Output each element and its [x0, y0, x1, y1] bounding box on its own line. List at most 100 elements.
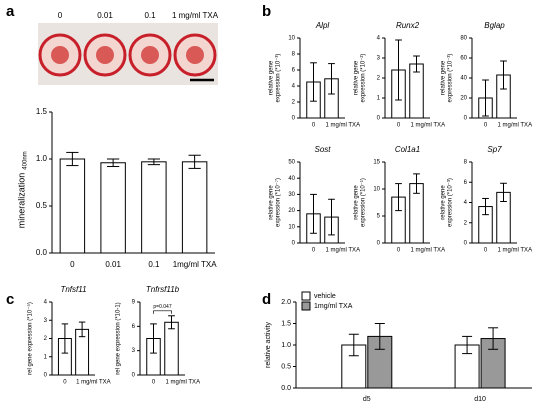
- chart-title: Runx2: [396, 21, 420, 30]
- x-tick-label: 0: [152, 380, 156, 386]
- legend-swatch: [301, 291, 311, 301]
- panel-label: b: [262, 3, 271, 20]
- x-tick-label: 0: [484, 123, 488, 129]
- y-tick-label: 0: [377, 241, 381, 247]
- y-tick-label: 2: [292, 100, 296, 106]
- y-tick-label: 0.0: [281, 385, 291, 392]
- x-tick-label: 1 mg/ml TXA: [326, 248, 361, 254]
- y-tick-label: 0.0: [36, 248, 48, 257]
- y-tick-label: 40: [288, 176, 295, 182]
- y-tick-label: 2: [377, 76, 381, 82]
- y-axis-label: expression (*10⁻¹): [361, 178, 367, 227]
- x-tick-label: 0: [312, 123, 316, 129]
- image-label: 1 mg/ml TXA: [172, 11, 219, 20]
- y-tick-label: 6: [464, 180, 468, 186]
- y-tick-label: 3: [44, 318, 48, 324]
- y-axis-label: relative gene: [354, 185, 360, 220]
- bar: [59, 158, 86, 254]
- y-tick-label: 50: [288, 160, 295, 166]
- y-axis-label: expression (*10⁻³): [448, 54, 454, 103]
- x-tick-label: 0.1: [148, 260, 160, 269]
- y-axis-label: relative gene: [354, 60, 360, 95]
- y-tick-label: 5: [377, 214, 381, 220]
- y-tick-label: 0: [44, 373, 48, 379]
- bar: [141, 161, 167, 254]
- y-tick-label: 0.5: [36, 201, 48, 210]
- y-axis-label: expression (*10⁻⁷): [275, 178, 282, 227]
- y-axis-label: expression (*10⁻³): [276, 54, 282, 103]
- chart-title: Tnfsf11: [60, 285, 86, 294]
- x-tick-label: 1 mg/ml TXA: [326, 123, 361, 129]
- x-tick-label: 1 mg/ml TXA: [166, 380, 201, 386]
- x-tick-label: 0: [70, 260, 75, 269]
- y-axis-label-sub: 400nm: [23, 151, 29, 169]
- image-label: 0.01: [97, 11, 113, 20]
- y-tick-label: 0: [377, 116, 381, 122]
- y-tick-label: 0: [292, 116, 296, 122]
- y-tick-label: 3: [377, 56, 381, 62]
- panel-label: a: [6, 3, 15, 20]
- y-axis-label: rel gene expression (*10-1): [116, 302, 122, 374]
- x-tick-label: 0: [484, 248, 488, 254]
- y-tick-label: 2: [44, 336, 48, 342]
- legend-label: 1mg/ml TXA: [314, 303, 353, 310]
- y-tick-label: 0: [292, 241, 296, 247]
- x-tick-label: 1 mg/ml TXA: [498, 123, 533, 129]
- x-tick-label: 0: [397, 248, 401, 254]
- x-tick-label: 0: [63, 380, 67, 386]
- y-tick-label: 4: [377, 36, 381, 42]
- y-tick-label: 30: [288, 192, 295, 198]
- y-axis-label: relative activity: [265, 322, 272, 368]
- x-tick-label: 1 mg/ml TXA: [411, 123, 446, 129]
- y-tick-label: 40: [460, 76, 467, 82]
- y-tick-label: 4: [292, 84, 296, 90]
- y-axis-label: relative gene: [441, 185, 447, 220]
- well-image: [38, 23, 218, 85]
- y-axis-label: mineralization: [16, 173, 26, 229]
- y-tick-label: 3: [132, 348, 136, 354]
- y-tick-label: 80: [460, 36, 467, 42]
- y-tick-label: 0: [132, 373, 136, 379]
- y-tick-label: 1.5: [36, 107, 48, 116]
- x-tick-label: 1 mg/ml TXA: [498, 248, 533, 254]
- chart-title: Tnfrsf11b: [146, 285, 180, 294]
- bar: [164, 321, 179, 376]
- x-tick-label: 1mg/ml TXA: [173, 260, 218, 269]
- y-tick-label: 9: [132, 300, 136, 306]
- y-axis-label: rel gene expression (*10⁻⁵): [27, 302, 34, 375]
- y-tick-label: 6: [292, 68, 296, 74]
- panel-label: c: [6, 291, 14, 308]
- chart-title: Sost: [314, 145, 331, 154]
- bar: [181, 161, 208, 254]
- y-tick-label: 6: [132, 324, 136, 330]
- y-tick-label: 8: [292, 52, 296, 58]
- y-tick-label: 20: [460, 96, 467, 102]
- x-tick-label: 0: [397, 123, 401, 129]
- x-tick-label: 0.01: [105, 260, 121, 269]
- chart-title: Alpl: [315, 21, 330, 30]
- y-tick-label: 1.0: [281, 342, 291, 349]
- y-tick-label: 0.5: [281, 363, 291, 370]
- y-axis-label: expression (*10⁻²): [361, 54, 367, 103]
- y-tick-label: 1: [377, 96, 381, 102]
- chart-title: Sp7: [487, 145, 502, 154]
- y-tick-label: 4: [464, 200, 468, 206]
- y-axis-label: relative gene: [441, 60, 447, 95]
- y-axis-label: relative gene: [269, 60, 275, 95]
- chart-title: Col1a1: [395, 145, 420, 154]
- y-tick-label: 60: [460, 56, 467, 62]
- bar: [100, 162, 126, 254]
- legend-label: vehicle: [314, 293, 336, 300]
- y-tick-label: 15: [373, 160, 380, 166]
- y-tick-label: 1.5: [281, 320, 291, 327]
- y-tick-label: 8: [464, 160, 468, 166]
- image-label: 0.1: [144, 11, 156, 20]
- panel-label: d: [262, 291, 271, 308]
- y-tick-label: 10: [373, 187, 380, 193]
- y-tick-label: 4: [44, 300, 48, 306]
- y-tick-label: 0: [464, 241, 468, 247]
- legend-swatch: [301, 301, 311, 311]
- image-label: 0: [58, 11, 63, 20]
- y-tick-label: 0: [464, 116, 468, 122]
